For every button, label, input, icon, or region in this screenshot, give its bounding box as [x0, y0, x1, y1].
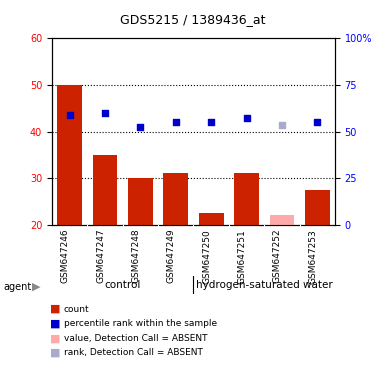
Text: GSM647246: GSM647246	[61, 229, 70, 283]
Text: GSM647252: GSM647252	[273, 229, 282, 283]
Text: percentile rank within the sample: percentile rank within the sample	[64, 319, 217, 328]
Text: agent: agent	[4, 282, 32, 292]
Bar	[128, 178, 153, 225]
Bar	[93, 155, 117, 225]
Point	[279, 121, 285, 127]
Bar	[305, 190, 330, 225]
Bar	[57, 85, 82, 225]
Text: value, Detection Call = ABSENT: value, Detection Call = ABSENT	[64, 334, 207, 343]
Text: GSM647247: GSM647247	[96, 229, 105, 283]
Bar	[270, 215, 294, 225]
Text: ■: ■	[50, 348, 60, 358]
Text: GDS5215 / 1389436_at: GDS5215 / 1389436_at	[120, 13, 265, 26]
Bar	[199, 213, 224, 225]
Point	[137, 124, 144, 130]
Text: hydrogen-saturated water: hydrogen-saturated water	[196, 280, 333, 290]
Point	[208, 119, 214, 125]
Text: control: control	[105, 280, 141, 290]
Text: count: count	[64, 305, 89, 314]
Text: GSM647248: GSM647248	[131, 229, 141, 283]
Text: ■: ■	[50, 319, 60, 329]
Point	[243, 114, 249, 121]
Point	[67, 112, 73, 118]
Text: GSM647249: GSM647249	[167, 229, 176, 283]
Point	[102, 110, 108, 116]
Point	[173, 119, 179, 125]
Text: rank, Detection Call = ABSENT: rank, Detection Call = ABSENT	[64, 348, 203, 358]
Text: GSM647250: GSM647250	[202, 229, 211, 283]
Text: ▶: ▶	[32, 282, 41, 292]
Bar	[234, 174, 259, 225]
Text: ■: ■	[50, 304, 60, 314]
Text: GSM647251: GSM647251	[238, 229, 246, 283]
Bar	[163, 174, 188, 225]
Text: GSM647253: GSM647253	[308, 229, 317, 283]
Point	[314, 119, 320, 125]
Text: ■: ■	[50, 333, 60, 343]
